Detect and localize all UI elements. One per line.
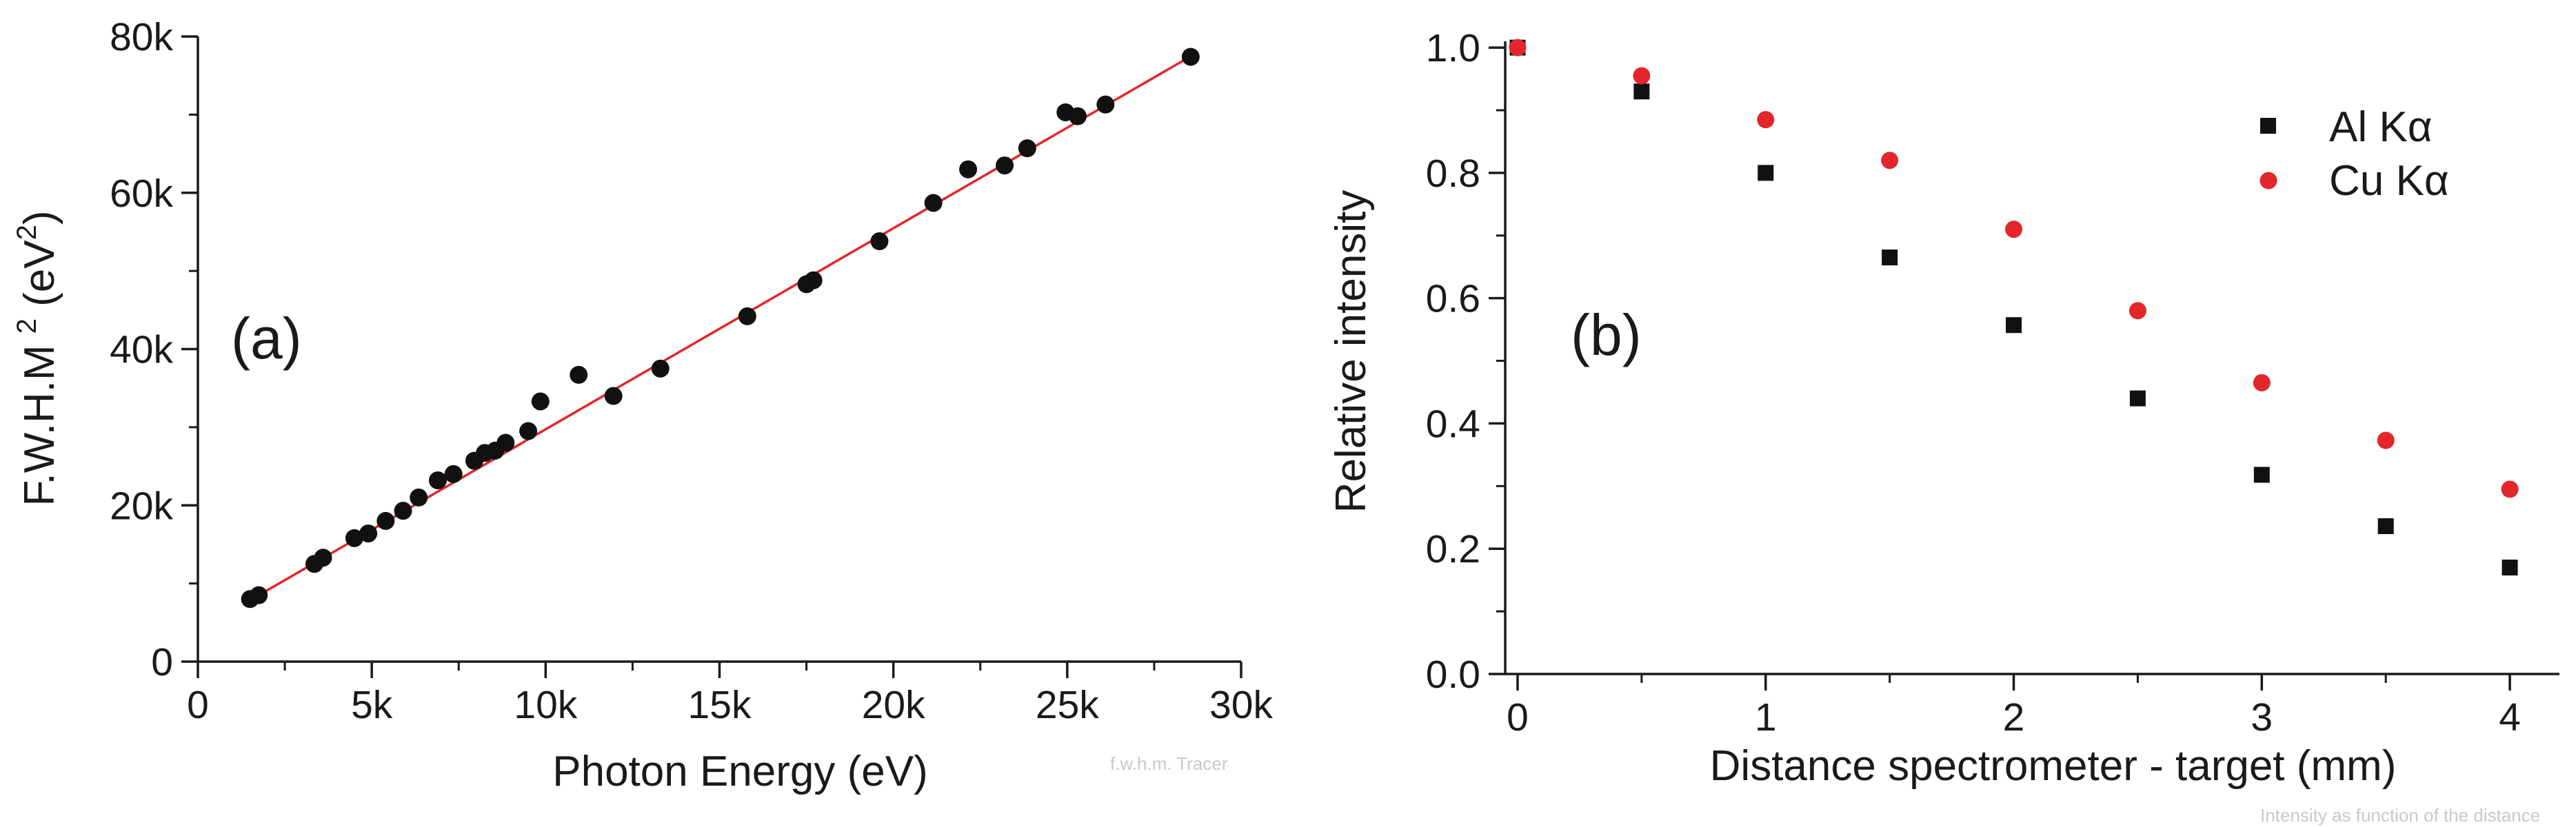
y-axis-title-base: F.W.H.M: [16, 345, 63, 506]
x-tick-label: 3: [2251, 695, 2273, 739]
panel-label-a: (a): [231, 306, 302, 371]
data-point: [651, 359, 670, 378]
data-point: [570, 365, 588, 384]
x-tick-label: 30k: [1209, 683, 1273, 727]
y-tick-label: 0.6: [1426, 277, 1480, 321]
y-tick-label: 0.2: [1426, 527, 1480, 571]
x-tick-label: 0: [187, 683, 209, 727]
data-point: [531, 392, 550, 411]
x-tick-label: 25k: [1036, 683, 1099, 727]
legend-cu-ka-marker: [2260, 172, 2277, 190]
y-tick-label: 0.8: [1426, 152, 1480, 196]
y-axis-title-sup: 2: [12, 318, 42, 334]
watermark-a: f.w.h.m. Tracer: [1110, 753, 1228, 774]
watermark-b: Intensity as function of the distance: [2260, 805, 2540, 826]
y-tick-label: 60k: [110, 172, 173, 216]
al-ka-point: [2502, 559, 2518, 575]
y-tick-label: 0.0: [1426, 653, 1480, 697]
data-point: [959, 160, 978, 178]
panel-a-axes: [197, 37, 1241, 663]
y-tick-label: 40k: [110, 328, 173, 372]
panel-b-relative-intensity: 0 1 2 3 4 0.0 0.2 0.4 0.6 0.8 1.0 Distance spectrom…: [1327, 26, 2559, 826]
y-tick-label: 20k: [110, 484, 173, 528]
legend-cu-ka-label: Cu Kα: [2329, 157, 2449, 205]
cu-ka-point: [1757, 111, 1775, 129]
al-ka-point: [2006, 317, 2022, 334]
data-point: [345, 529, 363, 547]
y-tick-label: 0.4: [1426, 402, 1480, 446]
x-tick-label: 20k: [862, 683, 925, 727]
al-ka-point: [2129, 390, 2146, 407]
x-tick-label: 2: [2003, 695, 2025, 739]
y-axis-title-end: ): [16, 210, 63, 225]
al-ka-point: [2377, 518, 2394, 534]
legend-al-ka-label: Al Kα: [2329, 103, 2433, 151]
data-point: [394, 502, 412, 520]
data-point: [804, 271, 823, 289]
data-point: [496, 433, 515, 452]
data-point: [996, 156, 1014, 175]
panel-a-fwhm-vs-energy: 0 5k 10k 15k 20k 25k 30k 0 20k 40k 60k 80k Photon En…: [12, 15, 1273, 795]
data-point: [359, 524, 378, 543]
x-tick-label: 4: [2499, 695, 2521, 739]
al-ka-point: [1633, 83, 1650, 100]
cu-ka-point: [1881, 152, 1899, 170]
legend-al-ka-marker: [2260, 118, 2276, 134]
cu-ka-point: [2253, 374, 2271, 391]
cu-ka-point: [2129, 302, 2146, 320]
data-point: [428, 471, 447, 489]
al-ka-point: [2253, 467, 2270, 483]
cu-ka-point: [1509, 39, 1527, 57]
cu-ka-point: [2377, 431, 2395, 449]
data-point: [314, 549, 332, 567]
x-tick-label: 15k: [688, 683, 752, 727]
cu-ka-point: [1633, 67, 1651, 85]
legend: Al Kα Cu Kα: [2260, 103, 2449, 205]
data-point: [870, 232, 889, 251]
cu-ka-point: [2005, 221, 2023, 238]
y-axis-title: Relative intensity: [1327, 190, 1375, 513]
x-axis-title: Distance spectrometer - target (mm): [1710, 742, 2397, 790]
x-tick-label: 0: [1507, 695, 1529, 739]
y-tick-label: 0: [151, 640, 173, 684]
y-axis-title: F.W.H.M 2 (eV2): [12, 210, 63, 506]
x-tick-label: 1: [1755, 695, 1777, 739]
cu-ka-point: [2501, 480, 2519, 498]
data-point: [1018, 139, 1036, 158]
y-tick-label: 80k: [110, 15, 173, 59]
al-ka-point: [1882, 249, 1898, 266]
data-point: [924, 194, 943, 212]
data-point: [410, 488, 428, 507]
data-point: [519, 422, 538, 440]
al-ka-point: [1758, 165, 1774, 181]
x-tick-label: 10k: [514, 683, 577, 727]
data-point: [604, 387, 623, 405]
data-point: [376, 511, 395, 530]
y-axis-title-unit: (eV: [16, 240, 63, 318]
x-axis-title: Photon Energy (eV): [552, 748, 928, 795]
data-point: [444, 464, 463, 483]
data-point: [738, 307, 756, 325]
y-axis-title-unit-sup: 2: [12, 225, 42, 240]
data-point: [1068, 107, 1087, 125]
data-point: [250, 586, 268, 604]
panel-label-b: (b): [1571, 303, 1642, 367]
data-point: [1181, 48, 1200, 66]
data-point: [1096, 95, 1115, 114]
x-tick-label: 5k: [351, 683, 393, 727]
y-tick-label: 1.0: [1426, 26, 1480, 70]
